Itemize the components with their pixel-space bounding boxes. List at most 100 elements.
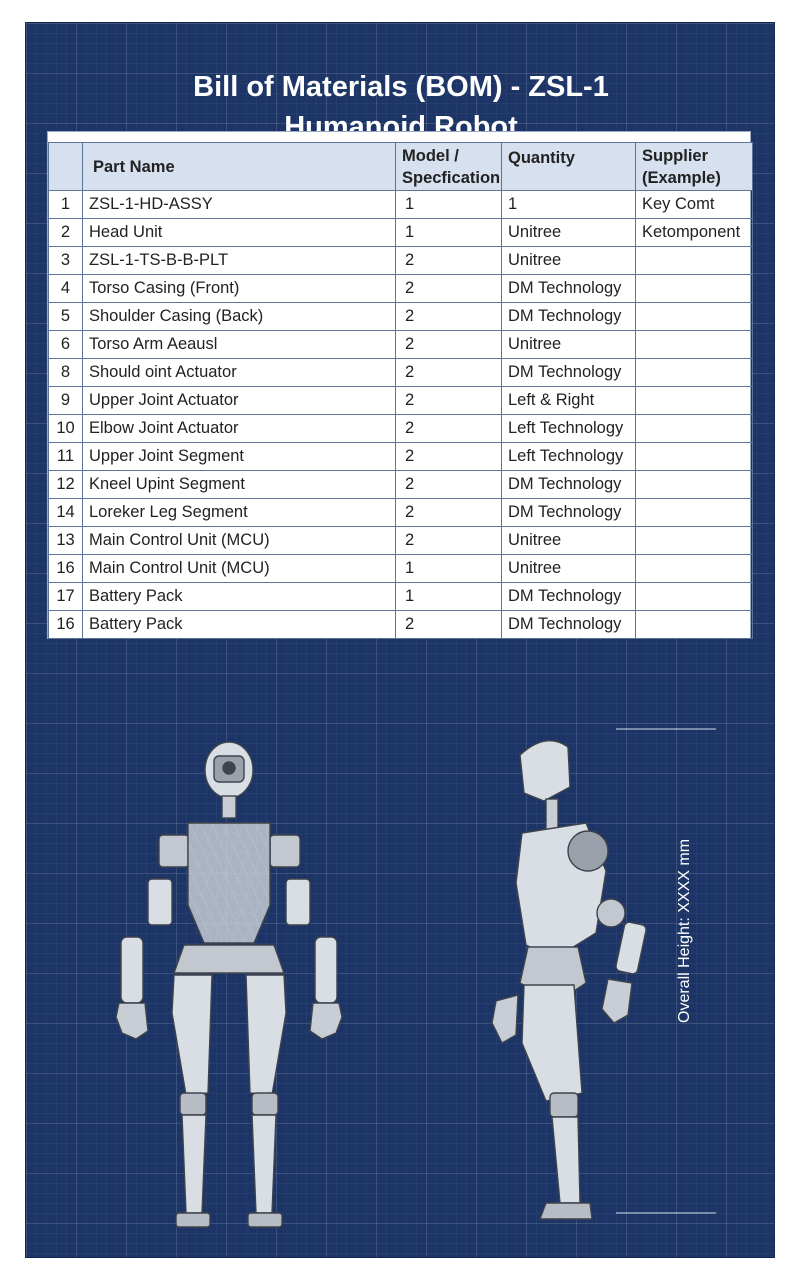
quantity-cell: Left & Right — [501, 386, 636, 415]
part-name-cell: Torso Casing (Front) — [82, 274, 396, 303]
header-supplier-line-1: Supplier — [642, 146, 709, 165]
blueprint-sheet: Bill of Materials (BOM) - ZSL-1 Humanoid… — [25, 22, 775, 1258]
supplier-cell — [635, 246, 753, 275]
supplier-cell — [635, 274, 753, 303]
table-header-row: Part Name Model / Specfication Quantity … — [48, 142, 753, 191]
quantity-cell: Unitree — [501, 526, 636, 555]
supplier-cell — [635, 610, 753, 639]
part-name-cell: Head Unit — [82, 218, 396, 247]
bom-table-panel: Part Name Model / Specfication Quantity … — [47, 131, 753, 639]
table-row: 6 Torso Arm Aeausl 2 Unitree — [48, 330, 753, 359]
part-name-cell: Shoulder Casing (Back) — [82, 302, 396, 331]
header-quantity: Quantity — [501, 142, 636, 191]
row-number: 13 — [48, 526, 83, 555]
robot-side-view — [491, 739, 647, 1220]
quantity-cell: Unitree — [501, 246, 636, 275]
row-number: 4 — [48, 274, 83, 303]
supplier-cell: Ketomponent — [635, 218, 753, 247]
row-number: 10 — [48, 414, 83, 443]
part-name-cell: ZSL-1-TS-B-B-PLT — [82, 246, 396, 275]
model-cell: 1 — [395, 554, 502, 583]
row-number: 11 — [48, 442, 83, 471]
quantity-cell: Left Technology — [501, 414, 636, 443]
header-model: Model / Specfication — [395, 142, 502, 191]
robot-front-view — [115, 741, 343, 1228]
row-number: 8 — [48, 358, 83, 387]
part-name-cell: Battery Pack — [82, 582, 396, 611]
bom-table: Part Name Model / Specfication Quantity … — [48, 142, 753, 639]
model-cell: 2 — [395, 470, 502, 499]
part-name-cell: Main Control Unit (MCU) — [82, 526, 396, 555]
header-model-line-1: Model / — [402, 146, 459, 165]
part-name-cell: Torso Arm Aeausl — [82, 330, 396, 359]
table-row: 2 Head Unit 1 Unitree Ketomponent — [48, 218, 753, 247]
table-row: 8 Should oint Actuator 2 DM Technology — [48, 358, 753, 387]
model-cell: 2 — [395, 442, 502, 471]
row-number: 9 — [48, 386, 83, 415]
quantity-cell: 1 — [501, 190, 636, 219]
model-cell: 1 — [395, 190, 502, 219]
supplier-cell — [635, 330, 753, 359]
supplier-cell — [635, 470, 753, 499]
supplier-cell — [635, 442, 753, 471]
overall-height-label: Overall Height: XXXX mm — [676, 838, 693, 1023]
header-part-name: Part Name — [82, 142, 396, 191]
robot-drawing — [115, 728, 716, 1228]
table-row: 11 Upper Joint Segment 2 Left Technology — [48, 442, 753, 471]
table-row: 9 Upper Joint Actuator 2 Left & Right — [48, 386, 753, 415]
quantity-cell: Unitree — [501, 330, 636, 359]
page-title: Bill of Materials (BOM) - ZSL-1 Humanoid… — [26, 67, 776, 147]
part-name-cell: Loreker Leg Segment — [82, 498, 396, 527]
model-cell: 2 — [395, 610, 502, 639]
part-name-cell: Upper Joint Segment — [82, 442, 396, 471]
row-number: 14 — [48, 498, 83, 527]
quantity-cell: DM Technology — [501, 302, 636, 331]
quantity-cell: DM Technology — [501, 358, 636, 387]
part-name-cell: Battery Pack — [82, 610, 396, 639]
table-row: 16 Main Control Unit (MCU) 1 Unitree — [48, 554, 753, 583]
supplier-cell — [635, 358, 753, 387]
bom-table-body: 1 ZSL-1-HD-ASSY 1 1 Key Comt 2 Head Unit 1 Unitr… — [48, 190, 753, 639]
model-cell: 2 — [395, 302, 502, 331]
table-row: 12 Kneel Upint Segment 2 DM Technology — [48, 470, 753, 499]
row-number: 2 — [48, 218, 83, 247]
table-row: 1 ZSL-1-HD-ASSY 1 1 Key Comt — [48, 190, 753, 219]
table-row: 14 Loreker Leg Segment 2 DM Technology — [48, 498, 753, 527]
model-cell: 2 — [395, 330, 502, 359]
header-quantity-label: Quantity — [508, 149, 575, 167]
dimension-lines — [616, 728, 716, 1214]
supplier-cell — [635, 498, 753, 527]
header-supplier-line-2: (Example) — [642, 168, 721, 187]
part-name-cell: Kneel Upint Segment — [82, 470, 396, 499]
table-row: 5 Shoulder Casing (Back) 2 DM Technology — [48, 302, 753, 331]
header-supplier: Supplier (Example) — [635, 142, 753, 191]
row-number: 16 — [48, 610, 83, 639]
model-cell: 2 — [395, 274, 502, 303]
supplier-cell — [635, 302, 753, 331]
supplier-cell — [635, 582, 753, 611]
model-cell: 2 — [395, 414, 502, 443]
part-name-cell: Elbow Joint Actuator — [82, 414, 396, 443]
table-row: 4 Torso Casing (Front) 2 DM Technology — [48, 274, 753, 303]
row-number: 6 — [48, 330, 83, 359]
row-number: 16 — [48, 554, 83, 583]
supplier-cell — [635, 554, 753, 583]
title-line-1: Bill of Materials (BOM) - ZSL-1 — [193, 71, 609, 103]
model-cell: 2 — [395, 246, 502, 275]
model-cell: 1 — [395, 218, 502, 247]
quantity-cell: DM Technology — [501, 470, 636, 499]
quantity-cell: DM Technology — [501, 610, 636, 639]
part-name-cell: Should oint Actuator — [82, 358, 396, 387]
quantity-cell: DM Technology — [501, 498, 636, 527]
model-cell: 2 — [395, 498, 502, 527]
row-number: 5 — [48, 302, 83, 331]
table-row: 3 ZSL-1-TS-B-B-PLT 2 Unitree — [48, 246, 753, 275]
table-row: 10 Elbow Joint Actuator 2 Left Technology — [48, 414, 753, 443]
supplier-cell — [635, 414, 753, 443]
part-name-cell: Main Control Unit (MCU) — [82, 554, 396, 583]
supplier-cell — [635, 386, 753, 415]
quantity-cell: Unitree — [501, 554, 636, 583]
model-cell: 2 — [395, 358, 502, 387]
model-cell: 2 — [395, 526, 502, 555]
header-model-line-2: Specfication — [402, 168, 501, 187]
